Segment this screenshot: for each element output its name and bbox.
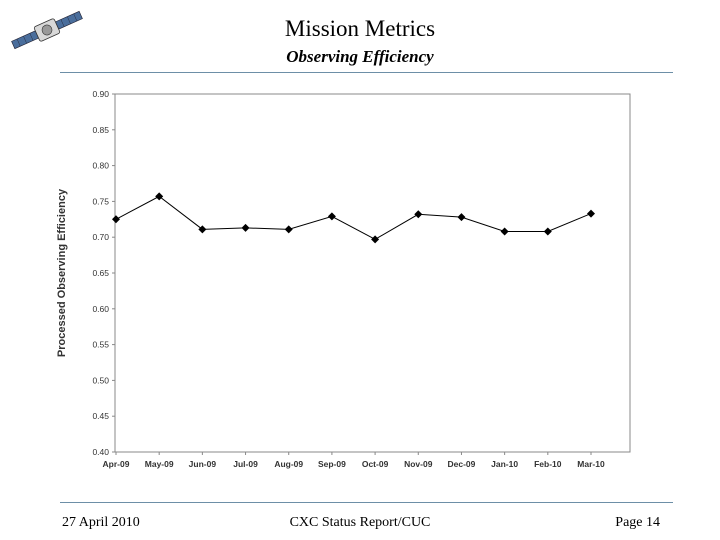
observing-efficiency-chart: 0.90 0.85 0.80 0.75 0.70 0.65 0.60 0.55 0.50 0.45…	[56, 89, 631, 469]
satellite-icon	[11, 10, 83, 50]
y-tick-label: 0.45	[92, 411, 109, 421]
data-point-aug-09	[284, 225, 293, 234]
data-point-jul-09	[241, 223, 250, 232]
x-tick-label: Mar-10	[577, 459, 605, 469]
x-tick-label: Dec-09	[448, 459, 476, 469]
x-tick-label: Jun-09	[189, 459, 217, 469]
footer-date: 27 April 2010	[62, 515, 140, 530]
page-title: Mission Metrics	[284, 16, 436, 41]
data-point-apr-09	[112, 215, 120, 224]
x-tick-label: Oct-09	[362, 459, 389, 469]
footer-divider	[60, 502, 673, 503]
x-tick-label: Aug-09	[274, 459, 303, 469]
y-tick-label: 0.90	[92, 89, 109, 99]
y-tick-label: 0.85	[92, 125, 109, 135]
x-tick-label: Nov-09	[404, 459, 433, 469]
efficiency-line	[115, 195, 592, 240]
data-point-jun-09	[198, 225, 207, 234]
data-point-mar-10	[587, 209, 595, 218]
y-tick-label: 0.75	[92, 196, 109, 206]
page-number: Page 14	[615, 515, 660, 530]
y-tick-label: 0.60	[92, 304, 109, 314]
data-point-feb-10	[543, 227, 552, 236]
data-point-jan-10	[500, 227, 509, 236]
y-tick-label: 0.55	[92, 340, 109, 350]
y-tick-label: 0.40	[92, 447, 109, 457]
data-point-dec-09	[457, 213, 466, 222]
page-subtitle: Observing Efficiency	[286, 47, 434, 66]
x-tick-label: Jul-09	[233, 459, 258, 469]
x-tick-label: May-09	[145, 459, 174, 469]
x-tick-label: Feb-10	[534, 459, 562, 469]
y-tick-label: 0.65	[92, 268, 109, 278]
x-tick-label: Sep-09	[318, 459, 346, 469]
y-axis-title: Processed Observing Efficiency	[56, 188, 68, 357]
footer-report: CXC Status Report/CUC	[289, 515, 431, 530]
data-point-oct-09	[371, 235, 380, 244]
x-tick-label: Jan-10	[491, 459, 518, 469]
data-point-may-09	[155, 192, 164, 201]
data-point-sep-09	[327, 212, 336, 221]
header-divider	[60, 72, 673, 73]
y-tick-label: 0.70	[92, 232, 109, 242]
plot-area	[114, 93, 631, 453]
y-tick-label: 0.50	[92, 375, 109, 385]
x-tick-label: Apr-09	[103, 459, 130, 469]
y-tick-label: 0.80	[92, 161, 109, 171]
data-point-nov-09	[414, 210, 423, 219]
